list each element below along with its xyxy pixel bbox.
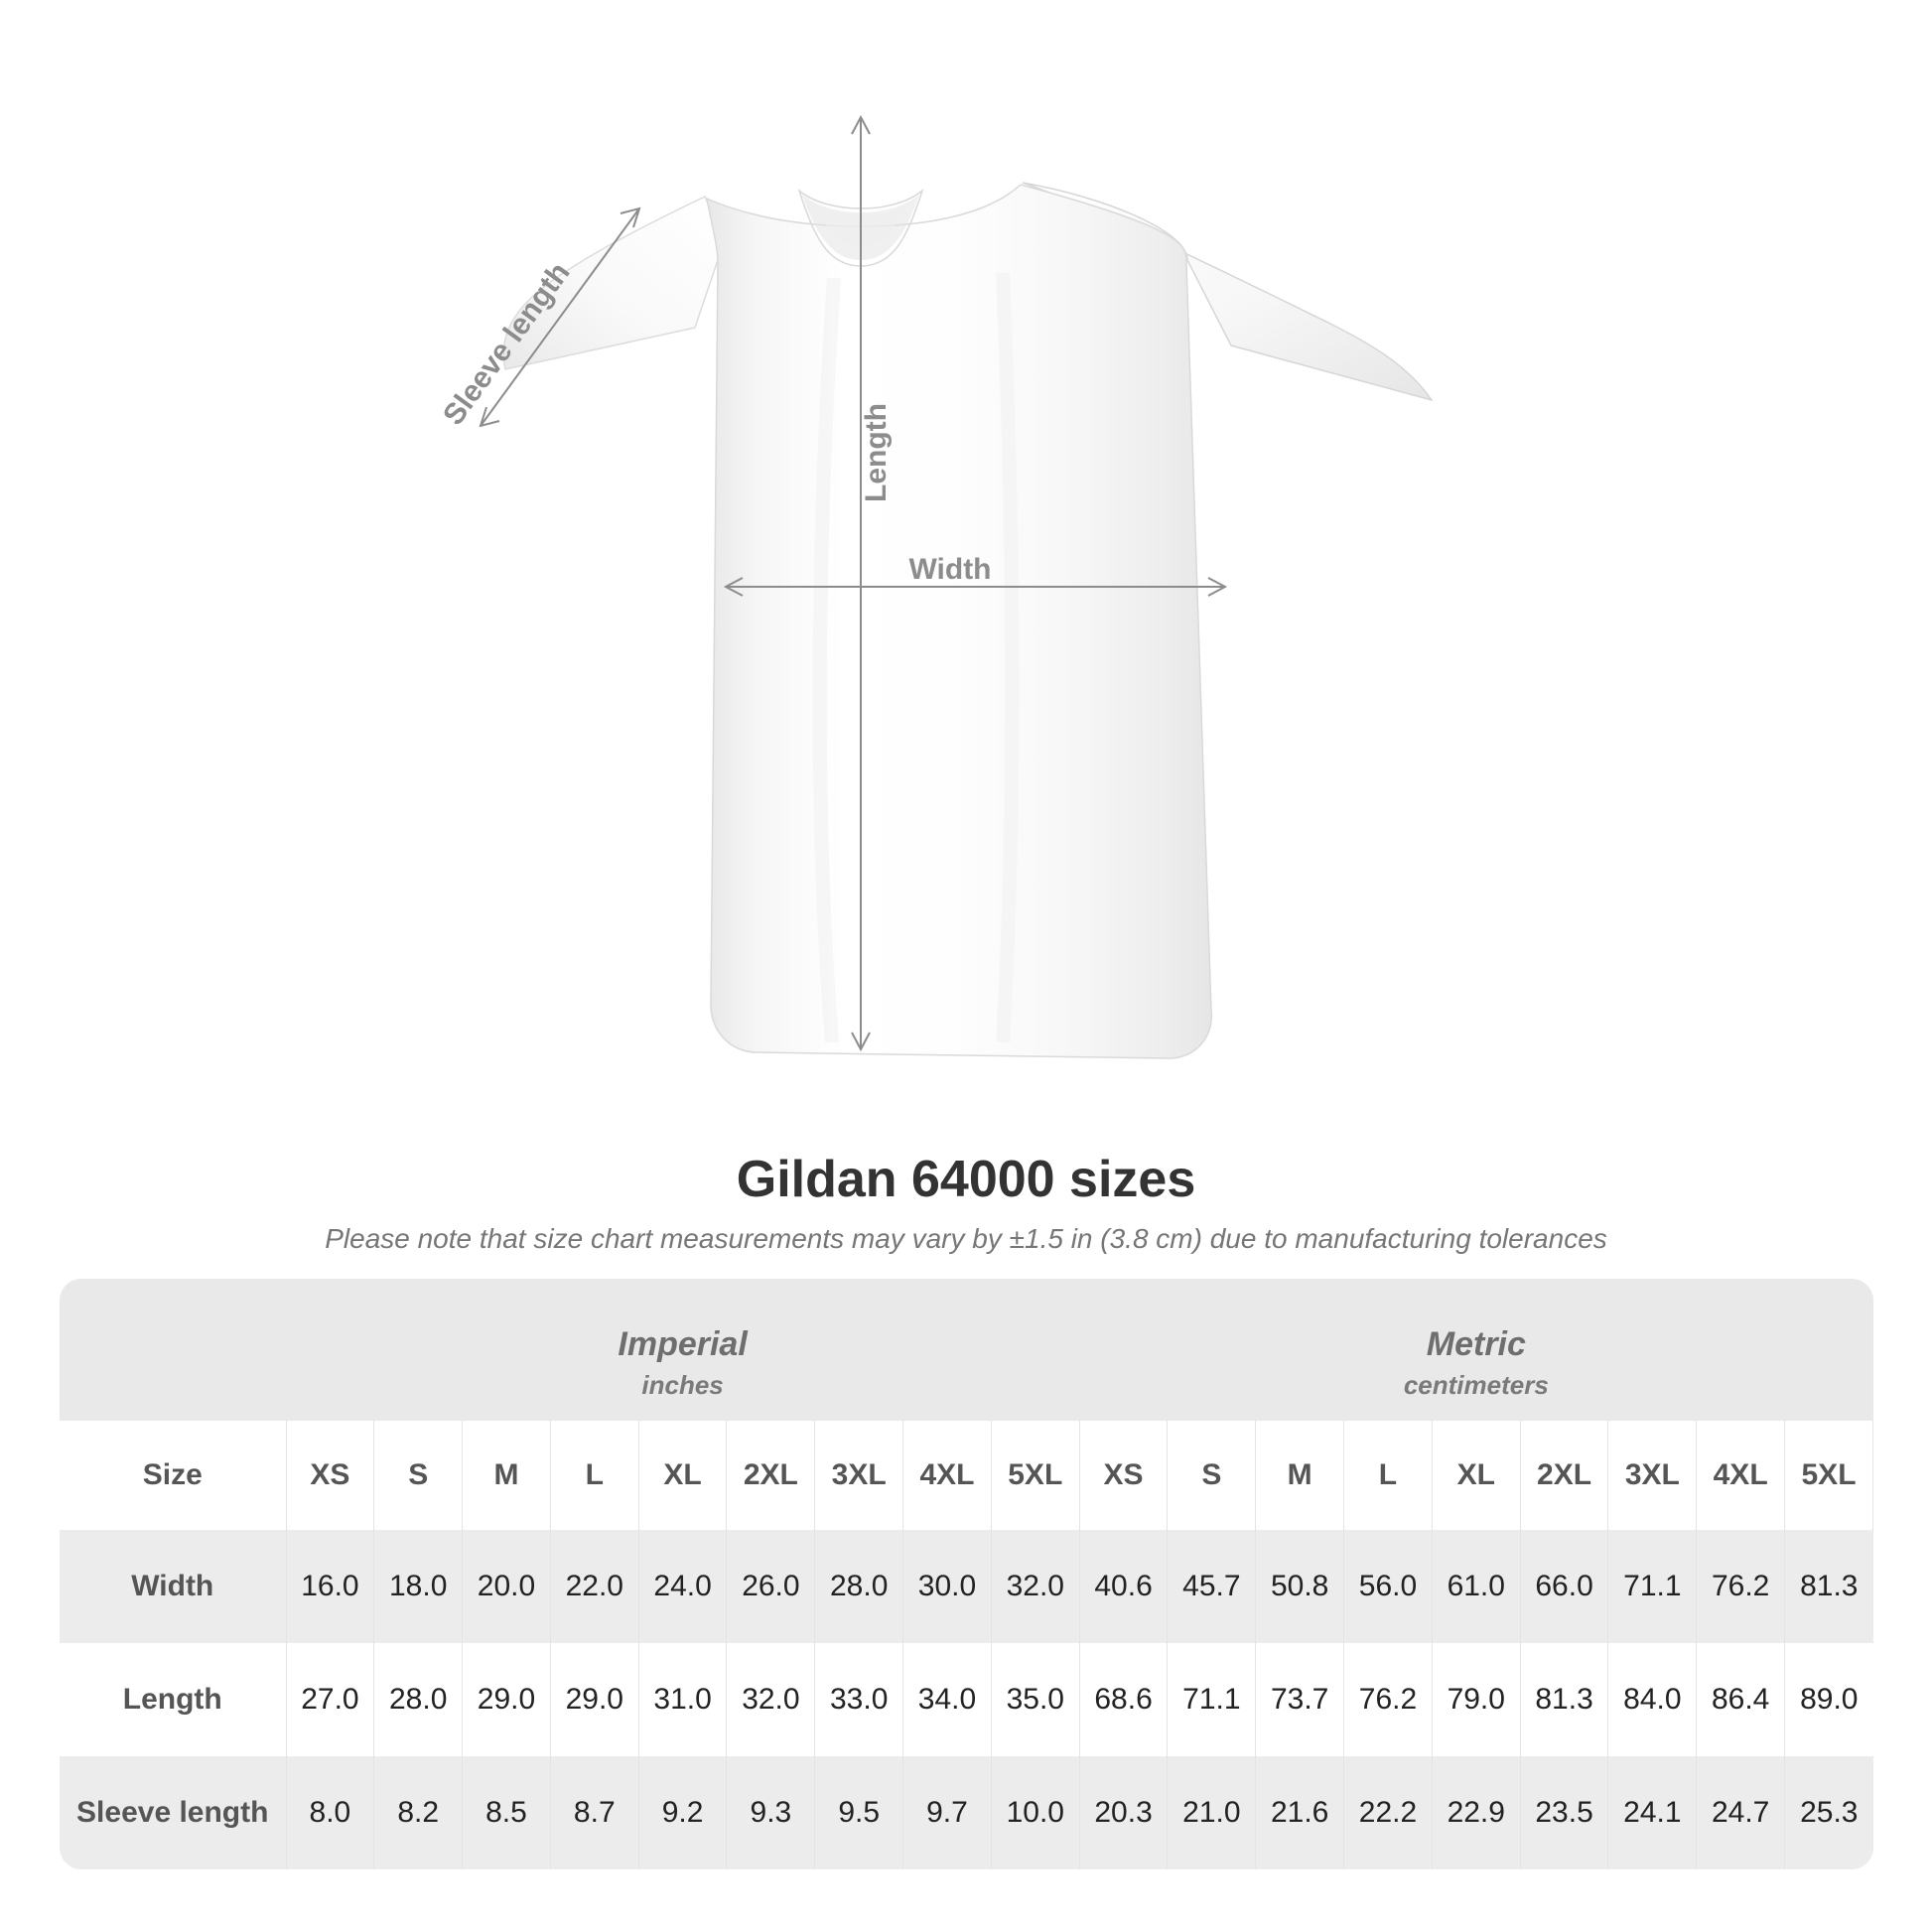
svg-text:Length: Length [860,403,893,502]
svg-text:Width: Width [908,553,991,586]
